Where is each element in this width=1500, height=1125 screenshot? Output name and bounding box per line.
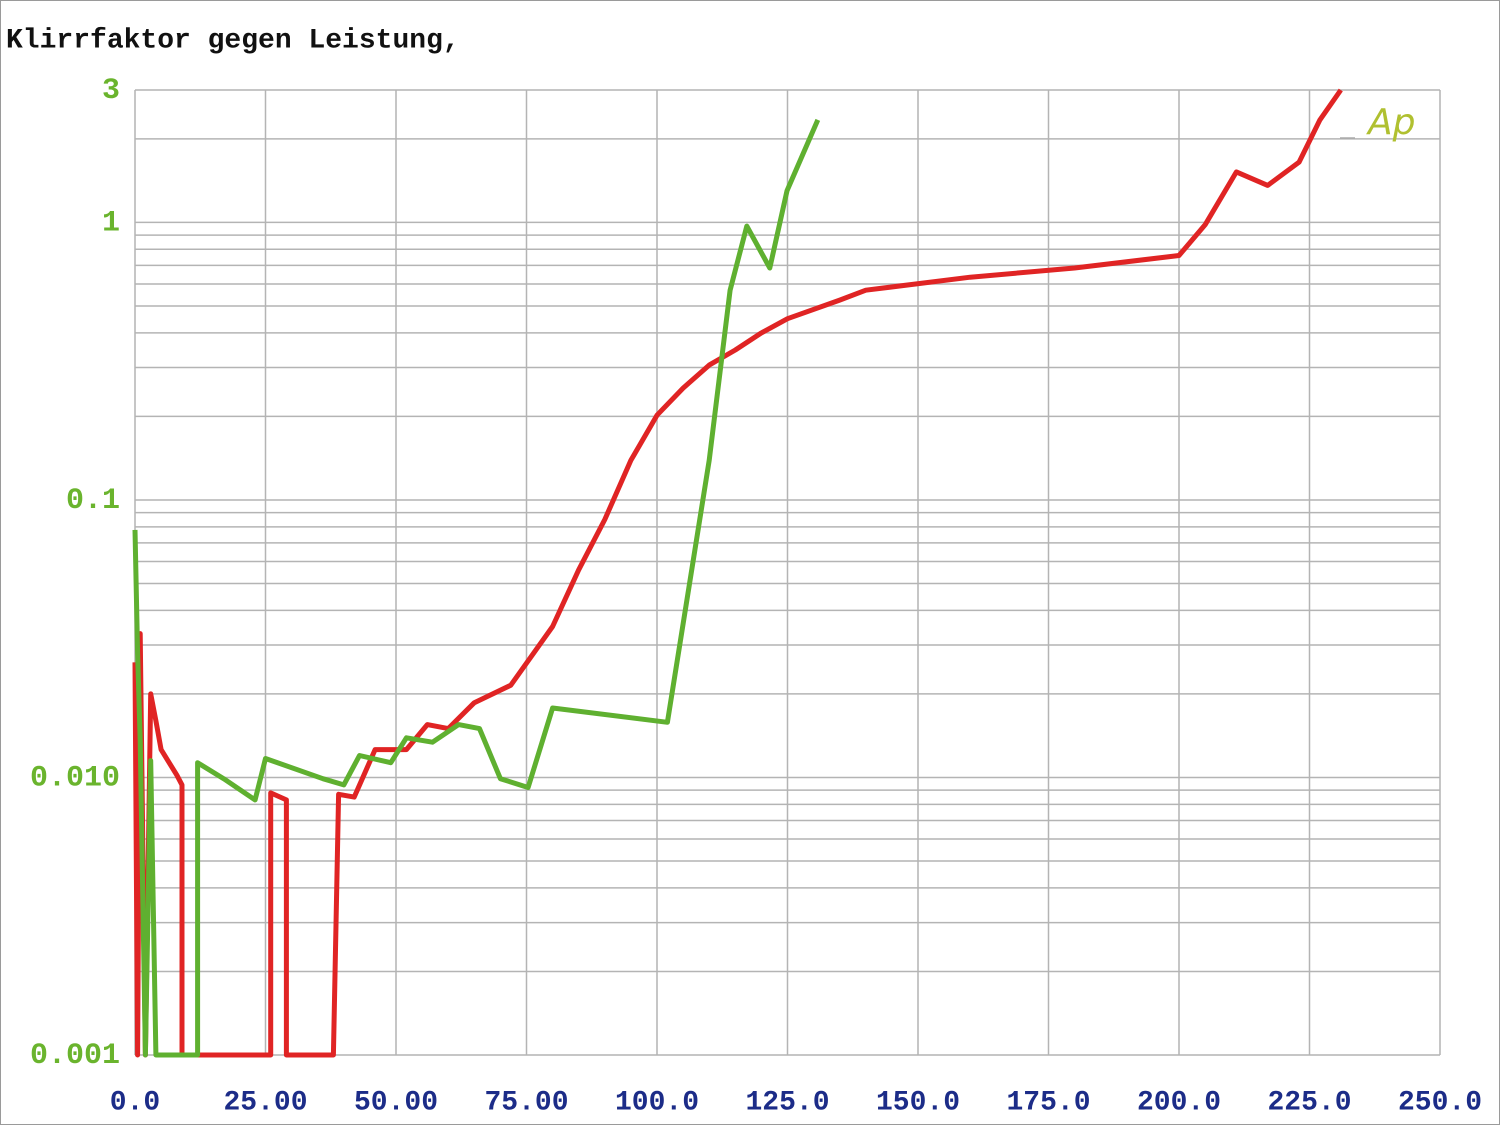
y-tick-label: 0.001: [30, 1039, 120, 1073]
x-tick-label: 75.00: [484, 1087, 568, 1118]
x-tick-label: 225.0: [1267, 1087, 1351, 1118]
chart-title: Klirrfaktor gegen Leistung,: [6, 25, 460, 56]
x-tick-label: 175.0: [1006, 1087, 1090, 1118]
x-tick-label: 150.0: [876, 1087, 960, 1118]
y-tick-label: 0.010: [30, 761, 120, 795]
y-tick-label: 1: [102, 206, 120, 240]
x-tick-label: 250.0: [1398, 1087, 1482, 1118]
annotation: Ap: [1366, 102, 1415, 143]
x-tick-label: 200.0: [1137, 1087, 1221, 1118]
y-tick-label: 3: [102, 74, 120, 108]
line-series: [132, 88, 1343, 1058]
y-tick-label: 0.1: [66, 484, 120, 518]
x-tick-label: 100.0: [615, 1087, 699, 1118]
x-tick-label: 0.0: [110, 1087, 160, 1118]
line-series: [132, 118, 821, 1058]
marks: [132, 88, 1343, 1058]
x-tick-label: 50.00: [354, 1087, 438, 1118]
x-tick-label: 25.00: [223, 1087, 307, 1118]
x-tick-label: 125.0: [745, 1087, 829, 1118]
grid: 0.001 0.010 0.1 1 3 0.0 25.00 50.00 75.00 100.0 12…: [30, 74, 1482, 1118]
